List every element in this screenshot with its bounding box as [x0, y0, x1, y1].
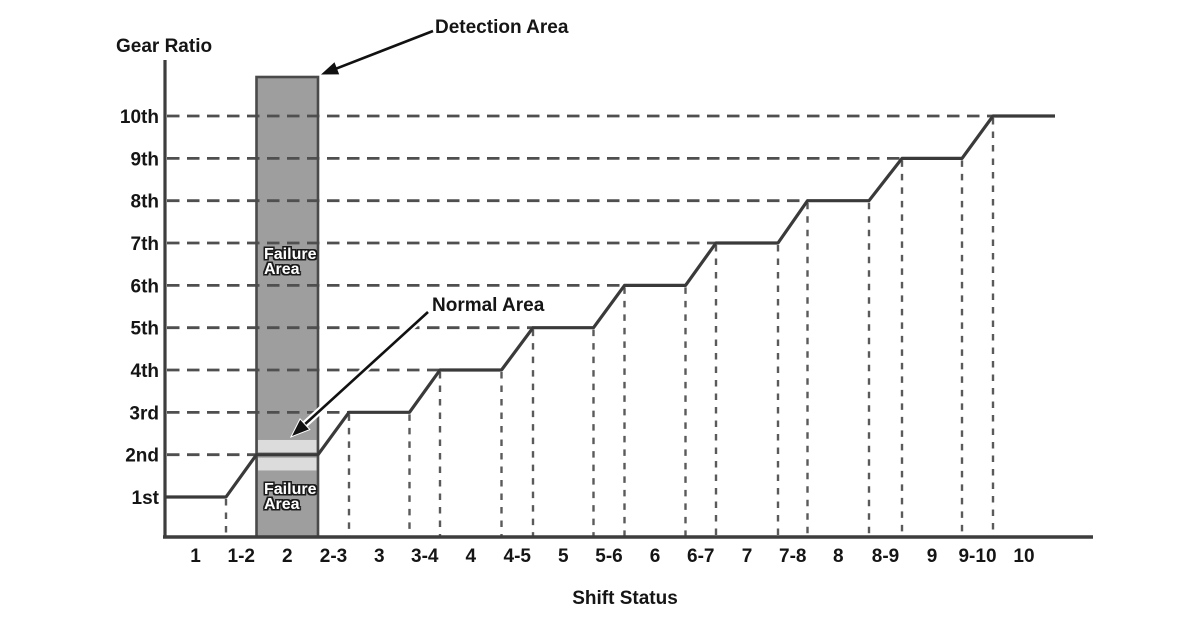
x-tick-4: 4: [465, 546, 476, 567]
normal-area-arrow-line: [300, 311, 429, 429]
failure-area-label-lower: Failure Area: [264, 481, 317, 513]
y-tick-4th: 4th: [131, 361, 160, 382]
normal-area-arrow-head: [289, 417, 311, 438]
x-tick-2-3: 2-3: [320, 546, 347, 567]
y-tick-7th: 7th: [131, 234, 160, 255]
failure-area-label-upper: Failure Area: [264, 246, 317, 278]
x-tick-8: 8: [833, 546, 844, 567]
y-tick-5th: 5th: [131, 319, 160, 340]
detection-area-arrow-line: [332, 29, 434, 72]
x-tick-1: 1: [190, 546, 201, 567]
x-tick-3-4: 3-4: [411, 546, 439, 567]
detection-area-arrow-head: [321, 62, 340, 75]
gear-ratio-step-line: [165, 114, 1055, 499]
x-tick-5: 5: [558, 546, 569, 567]
x-tick-7: 7: [742, 546, 753, 567]
y-tick-6th: 6th: [131, 276, 160, 297]
x-axis-title: Shift Status: [572, 588, 678, 609]
y-axis-title: Gear Ratio: [116, 36, 213, 57]
y-tick-2nd: 2nd: [125, 446, 159, 467]
y-tick-8th: 8th: [131, 192, 160, 213]
x-tick-1-2: 1-2: [228, 546, 255, 567]
y-tick-3rd: 3rd: [129, 403, 159, 424]
y-tick-10th: 10th: [120, 107, 159, 128]
y-tick-1st: 1st: [132, 488, 160, 509]
normal-area-band-lower: [258, 457, 317, 471]
x-tick-6-7: 6-7: [687, 546, 714, 567]
x-tick-10: 10: [1013, 546, 1034, 567]
normal-area-label: Normal Area: [432, 295, 545, 316]
x-tick-8-9: 8-9: [872, 546, 899, 567]
x-tick-9-10: 9-10: [958, 546, 996, 567]
x-tick-5-6: 5-6: [595, 546, 622, 567]
x-tick-6: 6: [650, 546, 661, 567]
x-tick-3: 3: [374, 546, 385, 567]
x-tick-9: 9: [927, 546, 938, 567]
y-tick-9th: 9th: [131, 149, 160, 170]
x-tick-2: 2: [282, 546, 293, 567]
detection-area-label: Detection Area: [435, 17, 569, 38]
x-tick-4-5: 4-5: [504, 546, 532, 567]
normal-area-band-upper: [258, 439, 317, 453]
x-tick-7-8: 7-8: [779, 546, 806, 567]
